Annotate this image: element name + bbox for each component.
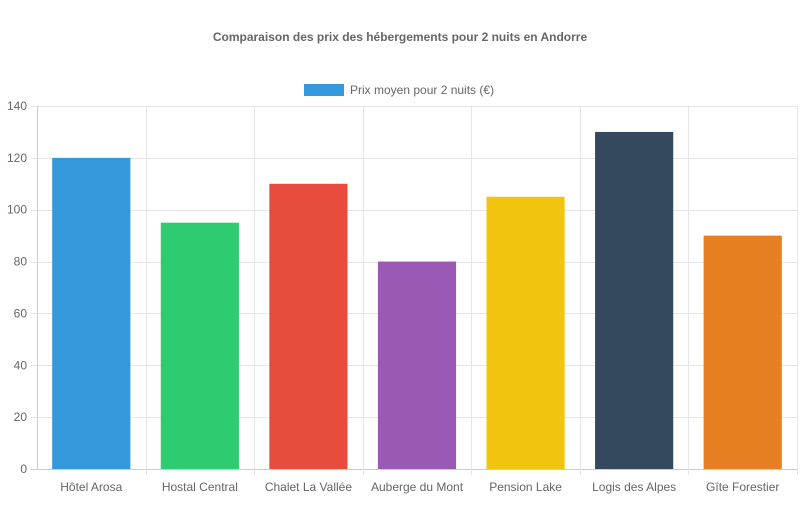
x-tick-label: Hôtel Arosa [60,480,122,494]
bars [52,131,782,470]
bar[interactable] [52,157,131,469]
chart-title: Comparaison des prix des hébergements po… [213,30,588,44]
y-tick-label: 140 [7,99,27,113]
y-tick-label: 20 [14,410,28,424]
bar[interactable] [269,183,348,470]
bar[interactable] [486,196,565,469]
legend[interactable]: Prix moyen pour 2 nuits (€) [304,83,494,97]
x-tick-label: Gîte Forestier [706,480,779,494]
x-axis: Hôtel Arosa Hostal Central Chalet La Vallé… [60,480,779,494]
y-axis: 0 20 40 60 80 100 120 140 [7,99,27,476]
y-tick-label: 0 [20,462,27,476]
y-tick-label: 60 [14,306,28,320]
x-tick-label: Chalet La Vallée [265,480,352,494]
bar[interactable] [595,131,674,469]
legend-swatch [304,84,344,96]
x-tick-label: Logis des Alpes [592,480,676,494]
bar[interactable] [703,235,782,469]
legend-label: Prix moyen pour 2 nuits (€) [350,83,494,97]
x-tick-label: Auberge du Mont [371,480,464,494]
y-tick-label: 80 [14,255,28,269]
y-tick-label: 40 [14,358,28,372]
bar[interactable] [160,222,239,469]
y-tick-label: 120 [7,151,27,165]
x-tick-label: Pension Lake [489,480,562,494]
bar[interactable] [377,261,457,469]
x-tick-label: Hostal Central [162,480,238,494]
y-tick-label: 100 [7,203,27,217]
